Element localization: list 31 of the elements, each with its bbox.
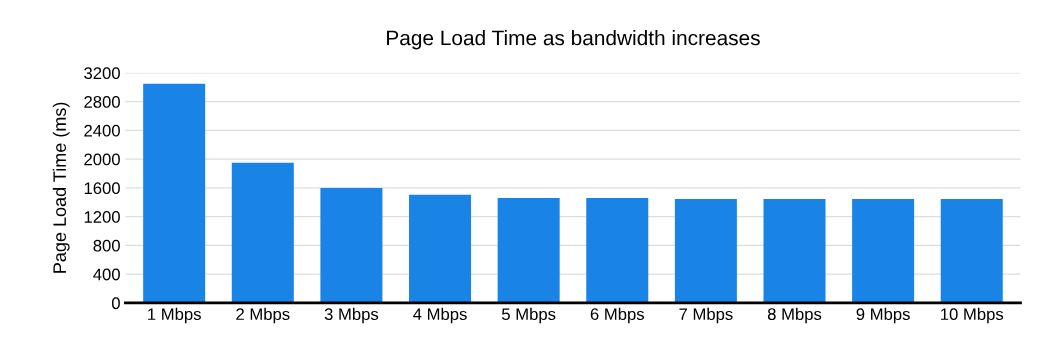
y-tick-label: 1600	[84, 182, 120, 195]
x-tick-label: 8 Mbps	[767, 307, 822, 324]
x-tick-label: 2 Mbps	[236, 307, 290, 324]
x-tick-label: 7 Mbps	[679, 307, 733, 324]
y-tick-label: 2800	[84, 96, 120, 108]
x-tick-label: 10 Mbps	[941, 307, 1004, 324]
chart-title: Page Load Time as bandwidth increases	[387, 29, 760, 50]
bar	[143, 83, 206, 303]
x-tick-label: 6 Mbps	[590, 307, 644, 324]
bar	[409, 194, 472, 303]
bar	[852, 199, 915, 303]
bar	[231, 162, 294, 303]
bar	[586, 197, 649, 303]
bar	[320, 187, 383, 303]
x-tick-label: 9 Mbps	[856, 307, 910, 324]
y-axis-title: Page Load Time (ms)	[52, 102, 70, 273]
y-tick-label: 0	[111, 297, 120, 310]
y-tick-label: 3200	[84, 67, 120, 80]
x-tick-label: 1 Mbps	[148, 307, 201, 324]
y-tick-label: 2000	[84, 153, 120, 166]
bar	[940, 199, 1003, 303]
x-tick-label: 3 Mbps	[324, 307, 379, 324]
x-tick-label: 5 Mbps	[501, 307, 556, 324]
x-tick-label: 4 Mbps	[413, 307, 467, 324]
y-tick-label: 2400	[84, 124, 120, 137]
y-tick-label: 1200	[84, 211, 120, 223]
bar	[497, 197, 560, 303]
bar	[763, 199, 826, 303]
bar	[674, 199, 737, 303]
y-tick-label: 800	[93, 239, 120, 252]
y-tick-label: 400	[93, 268, 120, 281]
